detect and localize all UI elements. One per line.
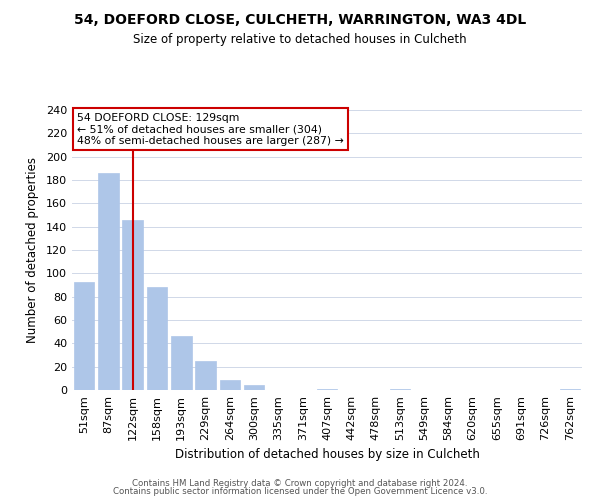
Text: Size of property relative to detached houses in Culcheth: Size of property relative to detached ho… — [133, 32, 467, 46]
Bar — [389, 389, 410, 390]
X-axis label: Distribution of detached houses by size in Culcheth: Distribution of detached houses by size … — [175, 448, 479, 462]
Bar — [98, 173, 119, 390]
Y-axis label: Number of detached properties: Number of detached properties — [26, 157, 39, 343]
Bar — [146, 288, 167, 390]
Text: 54, DOEFORD CLOSE, CULCHETH, WARRINGTON, WA3 4DL: 54, DOEFORD CLOSE, CULCHETH, WARRINGTON,… — [74, 12, 526, 26]
Text: Contains HM Land Registry data © Crown copyright and database right 2024.: Contains HM Land Registry data © Crown c… — [132, 478, 468, 488]
Bar — [122, 220, 143, 390]
Bar — [317, 389, 337, 390]
Bar — [560, 389, 580, 390]
Bar — [195, 361, 216, 390]
Text: Contains public sector information licensed under the Open Government Licence v3: Contains public sector information licen… — [113, 487, 487, 496]
Bar — [74, 282, 94, 390]
Text: 54 DOEFORD CLOSE: 129sqm
← 51% of detached houses are smaller (304)
48% of semi-: 54 DOEFORD CLOSE: 129sqm ← 51% of detach… — [77, 113, 344, 146]
Bar — [171, 336, 191, 390]
Bar — [244, 386, 265, 390]
Bar — [220, 380, 240, 390]
